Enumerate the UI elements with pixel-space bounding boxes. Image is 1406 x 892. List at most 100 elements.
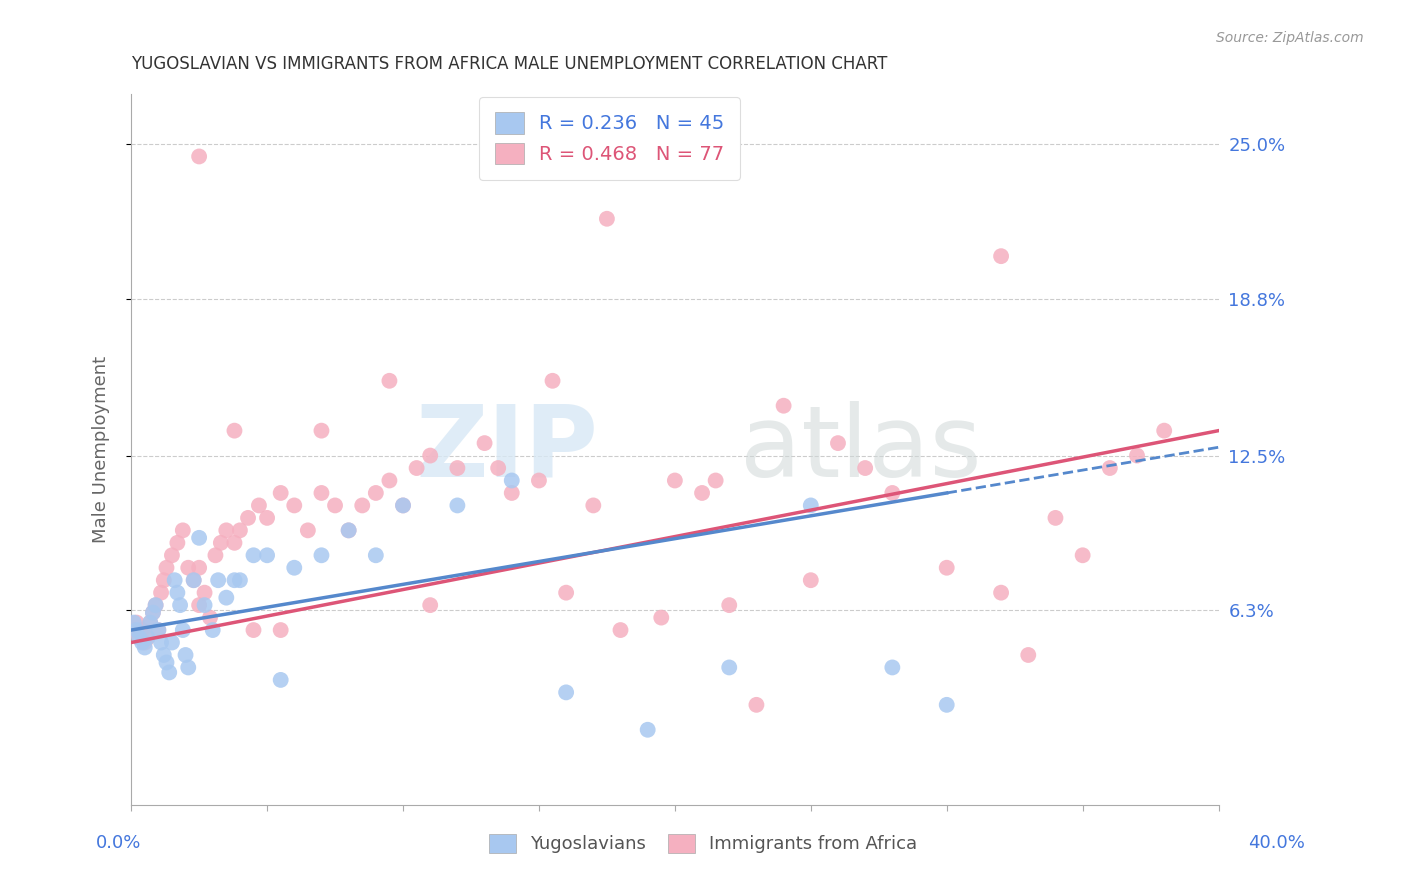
Point	[169, 598, 191, 612]
Point	[188, 598, 211, 612]
Point	[198, 610, 221, 624]
Point	[122, 615, 145, 630]
Point	[378, 474, 401, 488]
Point	[337, 524, 360, 538]
Point	[882, 660, 904, 674]
Y-axis label: Male Unemployment: Male Unemployment	[93, 356, 110, 543]
Point	[134, 640, 156, 655]
Point	[419, 449, 441, 463]
Point	[596, 211, 619, 226]
Point	[172, 524, 194, 538]
Point	[1126, 449, 1149, 463]
Point	[183, 573, 205, 587]
Point	[125, 615, 148, 630]
Point	[134, 635, 156, 649]
Point	[256, 549, 278, 563]
Point	[1098, 461, 1121, 475]
Legend: Yugoslavians, Immigrants from Africa: Yugoslavians, Immigrants from Africa	[481, 827, 925, 861]
Point	[772, 399, 794, 413]
Point	[148, 623, 170, 637]
Point	[283, 499, 305, 513]
Point	[704, 474, 727, 488]
Point	[270, 623, 292, 637]
Point	[555, 685, 578, 699]
Point	[486, 461, 509, 475]
Point	[188, 149, 211, 163]
Point	[207, 573, 229, 587]
Point	[270, 486, 292, 500]
Point	[1045, 511, 1067, 525]
Point	[446, 461, 468, 475]
Point	[474, 436, 496, 450]
Point	[392, 499, 415, 513]
Point	[224, 536, 246, 550]
Point	[193, 598, 215, 612]
Point	[446, 499, 468, 513]
Point	[142, 606, 165, 620]
Point	[193, 585, 215, 599]
Point	[541, 374, 564, 388]
Point	[160, 635, 183, 649]
Point	[935, 560, 957, 574]
Point	[283, 560, 305, 574]
Point	[555, 585, 578, 599]
Point	[188, 560, 211, 574]
Point	[853, 461, 876, 475]
Point	[609, 623, 631, 637]
Text: 40.0%: 40.0%	[1249, 834, 1305, 852]
Point	[131, 635, 153, 649]
Point	[337, 524, 360, 538]
Point	[297, 524, 319, 538]
Point	[990, 249, 1012, 263]
Point	[637, 723, 659, 737]
Point	[311, 486, 333, 500]
Point	[378, 374, 401, 388]
Point	[163, 573, 186, 587]
Point	[224, 424, 246, 438]
Point	[1017, 648, 1039, 662]
Point	[166, 585, 188, 599]
Point	[311, 424, 333, 438]
Point	[142, 606, 165, 620]
Point	[145, 598, 167, 612]
Point	[136, 631, 159, 645]
Point	[157, 665, 180, 680]
Point	[122, 623, 145, 637]
Point	[183, 573, 205, 587]
Point	[152, 573, 174, 587]
Text: 0.0%: 0.0%	[96, 834, 141, 852]
Point	[270, 673, 292, 687]
Point	[419, 598, 441, 612]
Point	[247, 499, 270, 513]
Point	[150, 585, 173, 599]
Point	[172, 623, 194, 637]
Point	[1153, 424, 1175, 438]
Point	[215, 591, 238, 605]
Text: Source: ZipAtlas.com: Source: ZipAtlas.com	[1216, 31, 1364, 45]
Point	[188, 531, 211, 545]
Point	[136, 631, 159, 645]
Point	[650, 610, 672, 624]
Point	[800, 573, 823, 587]
Point	[148, 623, 170, 637]
Point	[1071, 549, 1094, 563]
Text: atlas: atlas	[740, 401, 981, 498]
Point	[128, 631, 150, 645]
Point	[174, 648, 197, 662]
Point	[882, 486, 904, 500]
Point	[139, 615, 162, 630]
Point	[177, 560, 200, 574]
Point	[128, 631, 150, 645]
Point	[125, 623, 148, 637]
Point	[242, 549, 264, 563]
Point	[152, 648, 174, 662]
Point	[527, 474, 550, 488]
Point	[242, 623, 264, 637]
Point	[209, 536, 232, 550]
Point	[131, 623, 153, 637]
Point	[990, 585, 1012, 599]
Point	[166, 536, 188, 550]
Point	[204, 549, 226, 563]
Point	[690, 486, 713, 500]
Point	[718, 598, 741, 612]
